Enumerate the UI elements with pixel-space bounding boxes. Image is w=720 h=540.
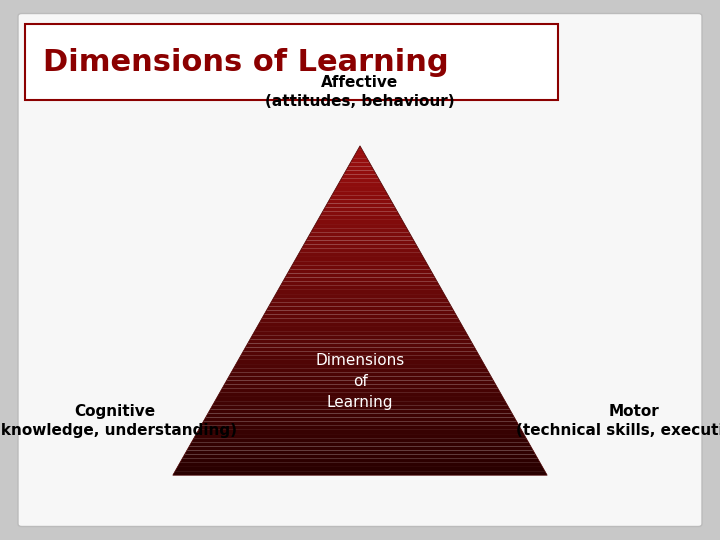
Polygon shape	[231, 368, 489, 372]
Polygon shape	[325, 204, 395, 207]
Polygon shape	[194, 434, 526, 438]
Polygon shape	[186, 447, 534, 450]
Polygon shape	[175, 467, 545, 471]
Text: Dimensions of Learning: Dimensions of Learning	[43, 48, 449, 77]
Polygon shape	[356, 150, 364, 154]
Polygon shape	[308, 232, 412, 237]
Polygon shape	[257, 323, 463, 327]
Polygon shape	[276, 290, 444, 294]
Polygon shape	[358, 146, 362, 150]
Polygon shape	[196, 430, 524, 434]
Polygon shape	[294, 257, 426, 261]
Polygon shape	[248, 339, 472, 343]
Polygon shape	[215, 397, 505, 401]
Polygon shape	[280, 282, 440, 286]
Polygon shape	[227, 376, 493, 381]
Polygon shape	[177, 463, 543, 467]
Polygon shape	[304, 240, 416, 245]
Polygon shape	[180, 458, 540, 463]
Polygon shape	[253, 331, 468, 335]
Polygon shape	[264, 310, 456, 315]
Polygon shape	[210, 405, 510, 409]
Polygon shape	[271, 298, 449, 302]
Polygon shape	[302, 245, 418, 249]
Polygon shape	[259, 319, 461, 323]
Polygon shape	[287, 269, 433, 273]
Polygon shape	[351, 158, 369, 162]
Polygon shape	[225, 381, 495, 384]
Polygon shape	[182, 455, 538, 458]
Polygon shape	[300, 249, 420, 253]
Polygon shape	[217, 393, 503, 397]
FancyBboxPatch shape	[25, 24, 558, 100]
Polygon shape	[339, 179, 381, 183]
Polygon shape	[343, 171, 377, 174]
Polygon shape	[341, 174, 379, 179]
Polygon shape	[337, 183, 383, 187]
Polygon shape	[199, 426, 521, 430]
Polygon shape	[240, 352, 480, 356]
Polygon shape	[323, 207, 397, 212]
Polygon shape	[292, 261, 428, 265]
Polygon shape	[212, 401, 508, 405]
Polygon shape	[250, 335, 470, 339]
Polygon shape	[266, 306, 454, 310]
Polygon shape	[238, 356, 482, 360]
Polygon shape	[318, 216, 402, 220]
Polygon shape	[201, 422, 519, 426]
FancyBboxPatch shape	[18, 14, 702, 526]
Polygon shape	[327, 199, 393, 204]
Polygon shape	[311, 228, 409, 232]
Polygon shape	[229, 372, 491, 376]
Text: Cognitive
(knowledge, understanding): Cognitive (knowledge, understanding)	[0, 404, 237, 438]
Polygon shape	[233, 364, 487, 368]
Polygon shape	[269, 302, 451, 306]
Text: Affective
(attitudes, behaviour): Affective (attitudes, behaviour)	[265, 75, 455, 109]
Polygon shape	[315, 220, 405, 224]
Polygon shape	[283, 278, 437, 282]
Polygon shape	[306, 237, 414, 240]
Polygon shape	[184, 450, 536, 455]
Polygon shape	[222, 384, 498, 389]
Polygon shape	[346, 166, 374, 171]
Polygon shape	[220, 389, 500, 393]
Polygon shape	[297, 253, 423, 257]
Polygon shape	[206, 414, 515, 417]
Polygon shape	[274, 294, 446, 298]
Polygon shape	[173, 471, 547, 475]
Polygon shape	[246, 343, 474, 348]
Polygon shape	[203, 417, 517, 422]
Polygon shape	[285, 273, 435, 278]
Polygon shape	[255, 327, 465, 331]
Text: Dimensions
of
Learning: Dimensions of Learning	[315, 353, 405, 410]
Polygon shape	[289, 265, 431, 269]
Polygon shape	[334, 187, 386, 191]
Polygon shape	[236, 360, 484, 364]
Polygon shape	[262, 315, 459, 319]
Polygon shape	[243, 348, 477, 352]
Polygon shape	[353, 154, 367, 158]
Polygon shape	[189, 442, 531, 447]
Polygon shape	[208, 409, 512, 414]
Polygon shape	[320, 212, 400, 216]
Polygon shape	[348, 162, 372, 166]
Polygon shape	[313, 224, 407, 228]
Polygon shape	[192, 438, 528, 442]
Polygon shape	[332, 191, 388, 195]
Polygon shape	[278, 286, 442, 290]
Polygon shape	[330, 195, 390, 199]
Text: Motor
(technical skills, execution): Motor (technical skills, execution)	[516, 404, 720, 438]
